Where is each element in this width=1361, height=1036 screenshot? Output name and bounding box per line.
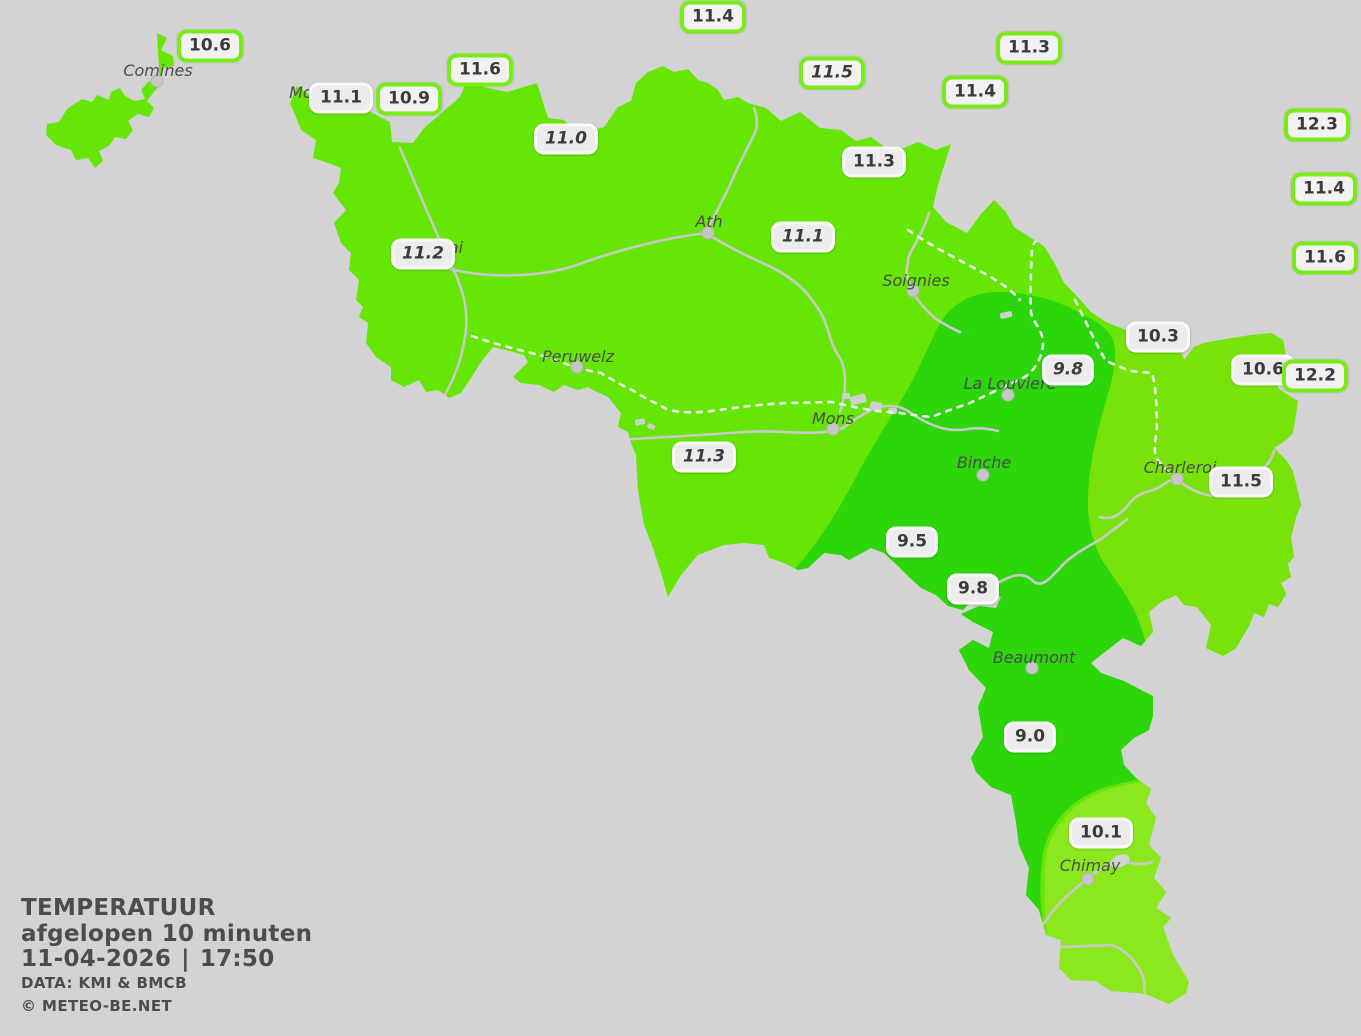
map-title: TEMPERATUUR: [21, 895, 216, 921]
city-dot: [1001, 388, 1015, 402]
temp-badge: 11.2: [391, 238, 455, 270]
temp-badge: 12.2: [1282, 359, 1348, 393]
road: [398, 146, 468, 398]
road: [704, 231, 847, 414]
city-label-mons: Mons: [812, 409, 854, 428]
temp-badge: 11.4: [680, 0, 746, 34]
temp-badge: 11.4: [942, 75, 1008, 109]
city-label-soignies: Soignies: [882, 271, 949, 290]
datetime-separator: |: [181, 946, 190, 972]
city-dot: [701, 226, 715, 240]
temp-badge: 10.3: [1126, 321, 1190, 353]
temp-badge: 11.6: [447, 53, 513, 87]
road: [616, 404, 1000, 442]
city-dot: [150, 74, 164, 88]
city-dot: [1081, 872, 1095, 886]
border-dash: [470, 239, 1045, 419]
temp-badge: 11.3: [996, 31, 1062, 65]
temp-badge: 12.3: [1284, 108, 1350, 142]
temp-zone-cool: [790, 291, 1158, 990]
temp-badge: 10.9: [376, 82, 442, 116]
copyright: © METEO-BE.NET: [21, 997, 173, 1015]
city-label-beaumont: Beaumont: [993, 648, 1076, 667]
temp-badge: 10.6: [177, 29, 243, 63]
temp-badge: 9.5: [885, 526, 939, 558]
city-label-binche: Binche: [957, 453, 1012, 472]
temp-badge: 9.0: [1003, 721, 1057, 753]
temp-badge: 11.1: [309, 82, 373, 114]
city-dot: [1025, 661, 1039, 675]
temp-badge: 11.6: [1292, 241, 1358, 275]
temp-badge: 11.1: [771, 221, 835, 253]
city-dot: [1170, 472, 1184, 486]
temp-badge: 10.1: [1069, 817, 1133, 849]
map-datetime: 11-04-2026 | 17:50: [21, 946, 275, 972]
map-subtitle: afgelopen 10 minuten: [21, 921, 313, 947]
city-dot: [570, 360, 584, 374]
temp-badge: 11.0: [534, 123, 598, 155]
road: [1019, 943, 1146, 999]
temp-badge: 9.8: [946, 573, 1000, 605]
temp-badge: 9.8: [1041, 354, 1095, 386]
border-dashes-layer: [470, 228, 1177, 481]
temp-badge: 11.4: [1291, 172, 1357, 206]
city-dots: [150, 74, 1184, 886]
city-dot: [976, 468, 990, 482]
temp-badge: 11.5: [799, 56, 865, 90]
city-label-comines: Comines: [123, 61, 192, 80]
city-label-charleroi: Charleroi: [1144, 458, 1217, 477]
data-source: DATA: KMI & BMCB: [21, 974, 187, 992]
city-label-ath: Ath: [694, 212, 722, 231]
city-label-chimay: Chimay: [1060, 856, 1121, 875]
temp-badge: 11.5: [1209, 466, 1273, 498]
city-label-peruwelz: Peruwelz: [542, 347, 615, 366]
border-dash: [1073, 298, 1177, 481]
map-time: 17:50: [199, 946, 275, 972]
city-labels: Comines Mou ai Ath Soignies Peruwelz Mon…: [123, 61, 1217, 875]
temp-badge: 11.3: [672, 441, 736, 473]
map-date: 11-04-2026: [21, 946, 172, 972]
city-dot: [906, 284, 920, 298]
city-label-la-louviere: La Louviere: [964, 374, 1057, 393]
comines-exclave-shape: [46, 33, 174, 168]
temp-badge: 11.3: [842, 146, 906, 178]
city-dot: [826, 422, 840, 436]
road: [704, 106, 759, 235]
pond: [1110, 854, 1130, 868]
urban-areas: [634, 311, 1013, 430]
road: [441, 231, 708, 277]
